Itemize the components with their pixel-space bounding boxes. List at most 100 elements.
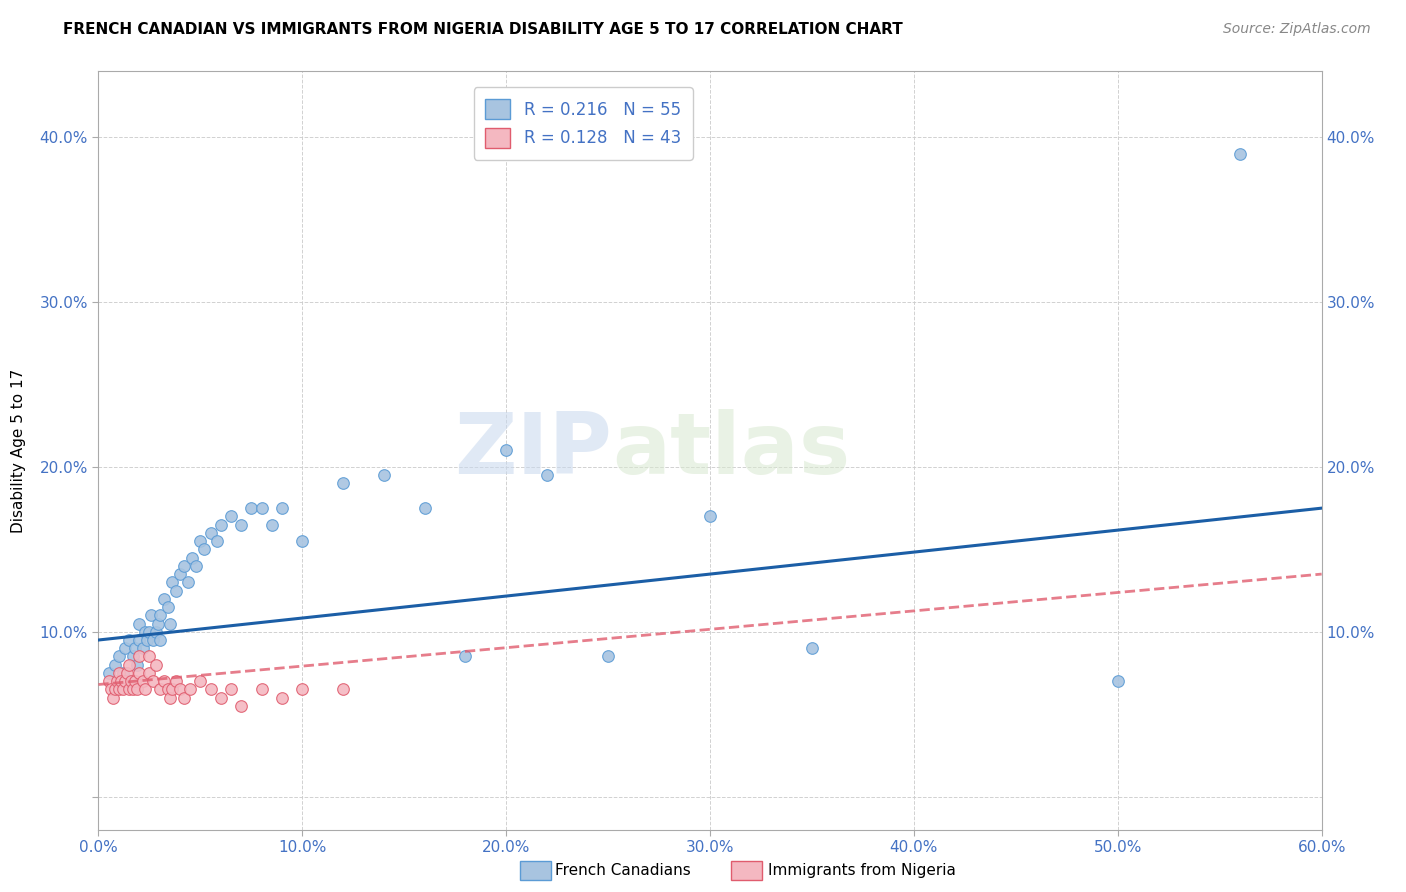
Point (118, 633, 141, 648)
Point (454, 649, 477, 664)
Point (149, 682, 172, 697)
Point (100, 682, 122, 697)
Y-axis label: Disability Age 5 to 17: Disability Age 5 to 17 (11, 368, 25, 533)
Point (209, 517, 232, 532)
Point (138, 649, 160, 664)
Point (145, 624, 167, 639)
Point (127, 657, 149, 672)
Point (373, 468, 395, 483)
Point (118, 682, 141, 697)
Point (111, 665, 134, 680)
Point (495, 443, 517, 458)
Legend: R = 0.216   N = 55, R = 0.128   N = 43: R = 0.216 N = 55, R = 0.128 N = 43 (474, 87, 693, 160)
Point (152, 674, 174, 689)
Point (145, 657, 167, 672)
Point (231, 698, 253, 713)
Point (152, 591, 174, 606)
Point (108, 649, 131, 664)
Point (801, 641, 824, 656)
Point (699, 509, 721, 524)
Point (122, 649, 145, 664)
Point (104, 657, 127, 672)
Point (111, 682, 134, 697)
Text: atlas: atlas (612, 409, 851, 492)
Point (598, 649, 620, 664)
Point (270, 690, 294, 705)
Point (173, 558, 195, 573)
Point (169, 567, 191, 582)
Point (160, 682, 183, 697)
Point (181, 550, 204, 565)
Point (332, 682, 354, 697)
Text: ZIP: ZIP (454, 409, 612, 492)
Point (205, 534, 228, 549)
Point (159, 690, 181, 705)
Point (104, 682, 127, 697)
Point (193, 542, 215, 557)
Point (332, 476, 354, 491)
Point (160, 575, 183, 590)
Point (128, 665, 150, 680)
Point (200, 682, 222, 697)
Point (291, 682, 314, 697)
Point (142, 674, 165, 689)
Point (110, 674, 132, 689)
Point (118, 674, 141, 689)
Point (240, 501, 263, 516)
Point (209, 690, 232, 705)
Point (127, 682, 149, 697)
Point (136, 633, 159, 648)
Point (138, 665, 160, 680)
Point (124, 674, 146, 689)
Point (108, 682, 131, 697)
Point (250, 501, 273, 516)
Point (118, 657, 141, 672)
Point (156, 682, 179, 697)
Point (177, 575, 200, 590)
Point (250, 682, 273, 697)
Point (1107, 674, 1129, 689)
Point (231, 517, 253, 532)
Point (124, 641, 146, 656)
Point (115, 665, 138, 680)
Point (128, 616, 150, 631)
Point (114, 674, 136, 689)
Point (179, 682, 201, 697)
Point (165, 583, 187, 598)
Point (105, 674, 128, 689)
Point (97, 674, 120, 689)
Point (122, 682, 145, 697)
Point (165, 674, 187, 689)
Point (97, 665, 120, 680)
Point (186, 558, 208, 573)
Point (159, 616, 181, 631)
Point (219, 682, 242, 697)
Point (138, 624, 160, 639)
Point (219, 509, 242, 524)
Point (146, 616, 169, 631)
Text: FRENCH CANADIAN VS IMMIGRANTS FROM NIGERIA DISABILITY AGE 5 TO 17 CORRELATION CH: FRENCH CANADIAN VS IMMIGRANTS FROM NIGER… (63, 22, 903, 37)
Point (291, 534, 314, 549)
Text: Source: ZipAtlas.com: Source: ZipAtlas.com (1223, 22, 1371, 37)
Point (149, 608, 172, 623)
Point (114, 641, 136, 656)
Point (169, 682, 191, 697)
Point (141, 608, 163, 623)
Point (132, 641, 155, 656)
Text: French Canadians: French Canadians (555, 863, 692, 878)
Text: Immigrants from Nigeria: Immigrants from Nigeria (768, 863, 956, 878)
Point (536, 468, 558, 483)
Point (128, 633, 150, 648)
Point (108, 665, 131, 680)
Point (134, 682, 156, 697)
Point (200, 525, 222, 540)
Point (142, 633, 165, 648)
Point (188, 674, 212, 689)
Point (101, 690, 124, 705)
Point (134, 624, 156, 639)
Point (132, 674, 155, 689)
Point (120, 674, 142, 689)
Point (173, 690, 195, 705)
Point (156, 600, 179, 615)
Point (149, 633, 172, 648)
